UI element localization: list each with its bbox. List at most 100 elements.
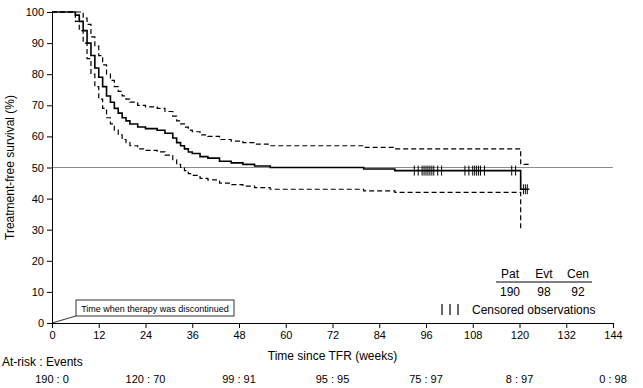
tick-label: 50 <box>32 162 44 174</box>
tick: 100 <box>26 6 52 18</box>
censor-mark <box>525 184 526 194</box>
censor-mark <box>431 166 432 176</box>
tick-mark <box>192 323 193 328</box>
tick: 40 <box>32 193 52 205</box>
tick-label: 60 <box>280 329 292 341</box>
axis-line <box>53 324 614 329</box>
at-risk-value: 8 : 97 <box>506 373 534 385</box>
at-risk-value: 120 : 70 <box>126 373 166 385</box>
censor-mark <box>523 184 524 194</box>
confidence-line <box>52 12 521 230</box>
chart-container: 0122436486072849610812013214401020304050… <box>0 0 643 388</box>
censor-mark <box>480 166 481 176</box>
tick: 48 <box>233 323 245 341</box>
at-risk-value: 75 : 97 <box>409 373 443 385</box>
tick-label: 48 <box>233 329 245 341</box>
tick-label: 84 <box>374 329 386 341</box>
summary-header: Evt <box>535 267 553 281</box>
at-risk-value: 99 : 91 <box>222 373 256 385</box>
tick-label: 100 <box>26 6 44 18</box>
tick: 80 <box>32 68 52 80</box>
axis-line <box>47 13 53 324</box>
summary-header: Pat <box>501 267 520 281</box>
tick-label: 0 <box>49 329 55 341</box>
tick-label: 72 <box>327 329 339 341</box>
censor-mark <box>427 166 428 176</box>
tick-label: 132 <box>558 329 576 341</box>
tick-mark <box>146 323 147 328</box>
tick-label: 30 <box>32 224 44 236</box>
summary-value: 190 <box>500 285 520 299</box>
tick-label: 90 <box>32 37 44 49</box>
tick: 120 <box>511 323 529 341</box>
tick-label: 144 <box>604 329 622 341</box>
tick-mark <box>99 323 100 328</box>
tick: 30 <box>32 224 52 236</box>
annotation-pointer <box>52 316 76 323</box>
censor-mark <box>474 166 475 176</box>
summary-value: 92 <box>571 285 585 299</box>
tick: 36 <box>187 323 199 341</box>
censor-mark <box>437 166 438 176</box>
chart-svg: 0122436486072849610812013214401020304050… <box>0 0 643 388</box>
censor-mark <box>441 166 442 176</box>
tick-mark <box>286 323 287 328</box>
tick: 72 <box>327 323 339 341</box>
censor-mark <box>511 166 512 176</box>
censor-mark <box>476 166 477 176</box>
annotation-text: Time when therapy was discontinued <box>81 304 229 314</box>
summary-value: 98 <box>537 285 551 299</box>
tick-label: 12 <box>93 329 105 341</box>
tick: 144 <box>604 323 622 341</box>
tick-mark <box>333 323 334 328</box>
tick-mark <box>379 323 380 328</box>
censor-mark <box>478 166 479 176</box>
censor-mark <box>414 166 415 176</box>
tick-label: 20 <box>32 255 44 267</box>
plot-marks <box>52 12 529 230</box>
legend-symbol <box>457 304 458 315</box>
tick-label: 70 <box>32 99 44 111</box>
tick: 50 <box>32 162 52 174</box>
tick-mark <box>47 136 52 137</box>
tick-mark <box>426 323 427 328</box>
tick: 12 <box>93 323 105 341</box>
censor-mark <box>422 166 423 176</box>
tick: 132 <box>558 323 576 341</box>
tick-mark <box>47 230 52 231</box>
survival-line <box>52 12 529 189</box>
tick: 96 <box>420 323 432 341</box>
legend: Censored observations <box>442 303 595 317</box>
censor-mark <box>426 166 427 176</box>
tick-label: 60 <box>32 130 44 142</box>
tick: 60 <box>32 130 52 142</box>
tick-label: 10 <box>32 286 44 298</box>
tick-mark <box>613 323 614 328</box>
censor-mark <box>418 166 419 176</box>
tick-mark <box>47 43 52 44</box>
tick-mark <box>239 323 240 328</box>
tick-mark <box>47 105 52 106</box>
y-axis-title: Treatment-free survival (%) <box>3 95 17 240</box>
censor-mark <box>433 166 434 176</box>
tick: 0 <box>38 317 52 329</box>
tick-mark <box>47 12 52 13</box>
tick-mark <box>47 292 52 293</box>
legend-symbol <box>441 304 442 315</box>
tick-mark <box>47 261 52 262</box>
censor-mark <box>429 166 430 176</box>
tick-mark <box>47 199 52 200</box>
tick: 84 <box>374 323 386 341</box>
tick-label: 80 <box>32 68 44 80</box>
tick-mark <box>520 323 521 328</box>
y-axis: 0 10 20 30 40 50 60 70 80 90 100 <box>26 6 53 329</box>
x-axis-title: Time since TFR (weeks) <box>268 349 397 363</box>
tick: 0 <box>49 323 55 341</box>
censor-mark <box>468 166 469 176</box>
censor-mark <box>464 166 465 176</box>
at-risk-table: At-risk : Events190 : 0120 : 7099 : 9195… <box>2 355 627 385</box>
confidence-line <box>52 12 529 164</box>
summary-header: Cen <box>567 267 589 281</box>
at-risk-value: 95 : 95 <box>316 373 350 385</box>
tick-mark <box>473 323 474 328</box>
